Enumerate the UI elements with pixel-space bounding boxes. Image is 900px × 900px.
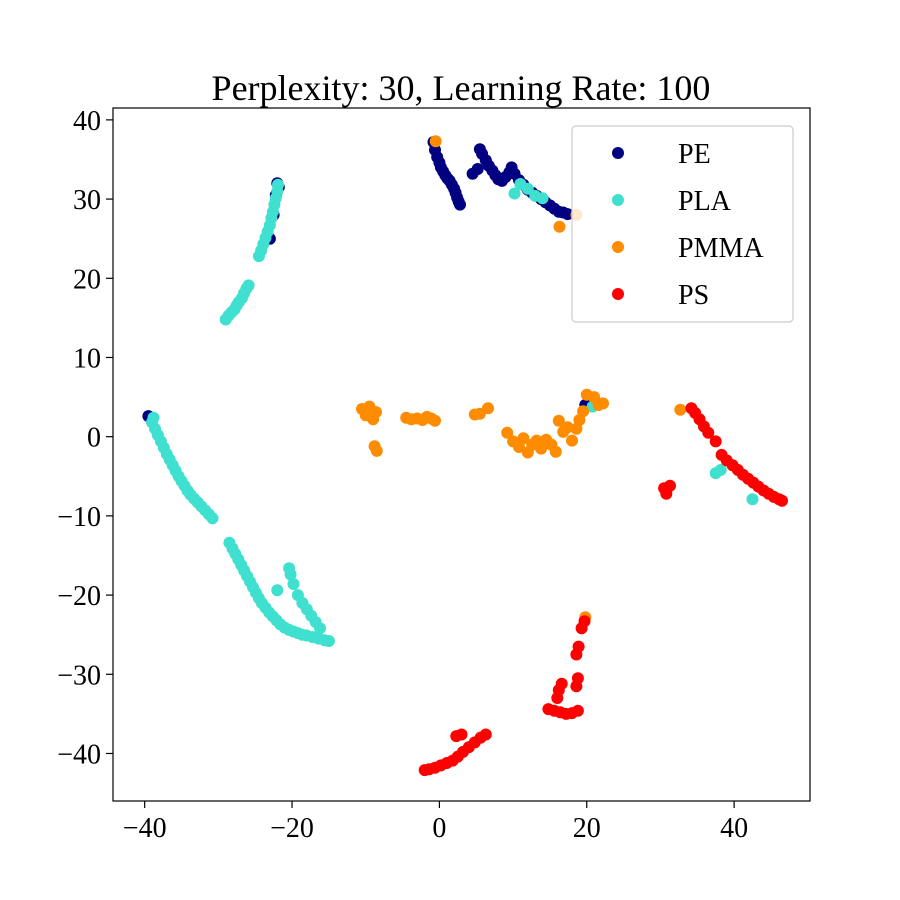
x-tick-label: 0	[432, 813, 446, 844]
point-ps-18	[776, 494, 788, 507]
point-pla-75	[287, 578, 300, 590]
point-pla-21	[272, 178, 284, 191]
point-ps-30	[555, 677, 568, 690]
y-tick-label: 0	[87, 423, 101, 454]
point-ps-21	[664, 479, 676, 492]
point-pmma-7	[370, 406, 382, 419]
point-pmma-34	[566, 434, 578, 447]
legend-box	[571, 125, 794, 323]
point-pla-86	[714, 463, 727, 476]
y-tick-label: −40	[57, 739, 101, 770]
point-ps-50	[455, 728, 468, 741]
point-pe-14	[454, 198, 466, 211]
chart-title: Perplexity: 30, Learning Rate: 100	[212, 68, 711, 108]
point-ps-27	[570, 680, 583, 693]
point-ps-25	[570, 648, 583, 661]
legend-label-pmma: PMMA	[678, 233, 764, 264]
legend: PE PLA PMMA PS	[571, 125, 794, 323]
y-tick-label: 10	[73, 343, 101, 374]
point-pmma-30	[549, 445, 562, 458]
point-pla-78	[271, 584, 284, 597]
legend-marker-pe	[612, 147, 624, 159]
legend-marker-ps	[612, 288, 624, 300]
point-pmma-1	[553, 220, 566, 233]
point-ps-5	[709, 435, 722, 448]
x-tick-label: −40	[123, 813, 167, 844]
point-pla-41	[206, 512, 219, 525]
point-pe-16	[471, 163, 484, 175]
x-tick-label: −20	[270, 813, 314, 844]
y-tick-label: 30	[73, 185, 101, 216]
point-pla-9	[242, 279, 255, 292]
point-pmma-16	[429, 414, 441, 427]
point-pe-40	[561, 208, 574, 221]
points-layer	[142, 135, 788, 777]
point-pla-87	[746, 493, 759, 506]
point-pla-79	[508, 187, 521, 200]
point-pmma-43	[674, 403, 687, 416]
point-pmma-19	[482, 402, 494, 415]
point-pmma-27	[535, 442, 548, 455]
x-tick-label: 20	[573, 813, 601, 844]
y-tick-label: −30	[57, 660, 101, 691]
point-pla-77	[283, 562, 296, 575]
point-ps-36	[571, 704, 584, 717]
point-ps-48	[418, 764, 431, 777]
point-pla-83	[536, 192, 549, 205]
y-tick-label: −20	[57, 581, 101, 612]
point-ps-4	[702, 426, 715, 439]
legend-marker-pmma	[612, 241, 624, 253]
point-pla-74	[291, 589, 304, 602]
point-pmma-9	[370, 444, 383, 457]
point-pmma-41	[597, 397, 609, 410]
legend-label-ps: PS	[678, 280, 709, 311]
y-tick-label: 40	[73, 106, 101, 137]
plot-frame	[112, 107, 811, 802]
y-tick-label: −10	[57, 502, 101, 533]
point-pmma-0	[429, 135, 442, 148]
legend-label-pla: PLA	[678, 186, 732, 217]
point-pla-88	[147, 411, 160, 424]
point-pla-68	[322, 635, 335, 647]
point-ps-23	[575, 622, 588, 635]
y-tick-label: 20	[73, 264, 101, 295]
point-pmma-20	[501, 426, 514, 439]
point-ps-29	[551, 692, 564, 704]
legend-marker-pla	[612, 194, 624, 206]
point-pla-81	[521, 182, 534, 195]
legend-label-pe: PE	[678, 139, 711, 170]
x-axis: −40 −20 0 20 40	[123, 801, 748, 844]
point-pmma-31	[552, 414, 565, 427]
point-pmma-23	[517, 432, 530, 445]
x-tick-label: 40	[720, 813, 748, 844]
point-pmma-37	[577, 405, 590, 418]
y-axis: −40 −30 −20 −10 0 10 20 30 40	[57, 106, 113, 770]
